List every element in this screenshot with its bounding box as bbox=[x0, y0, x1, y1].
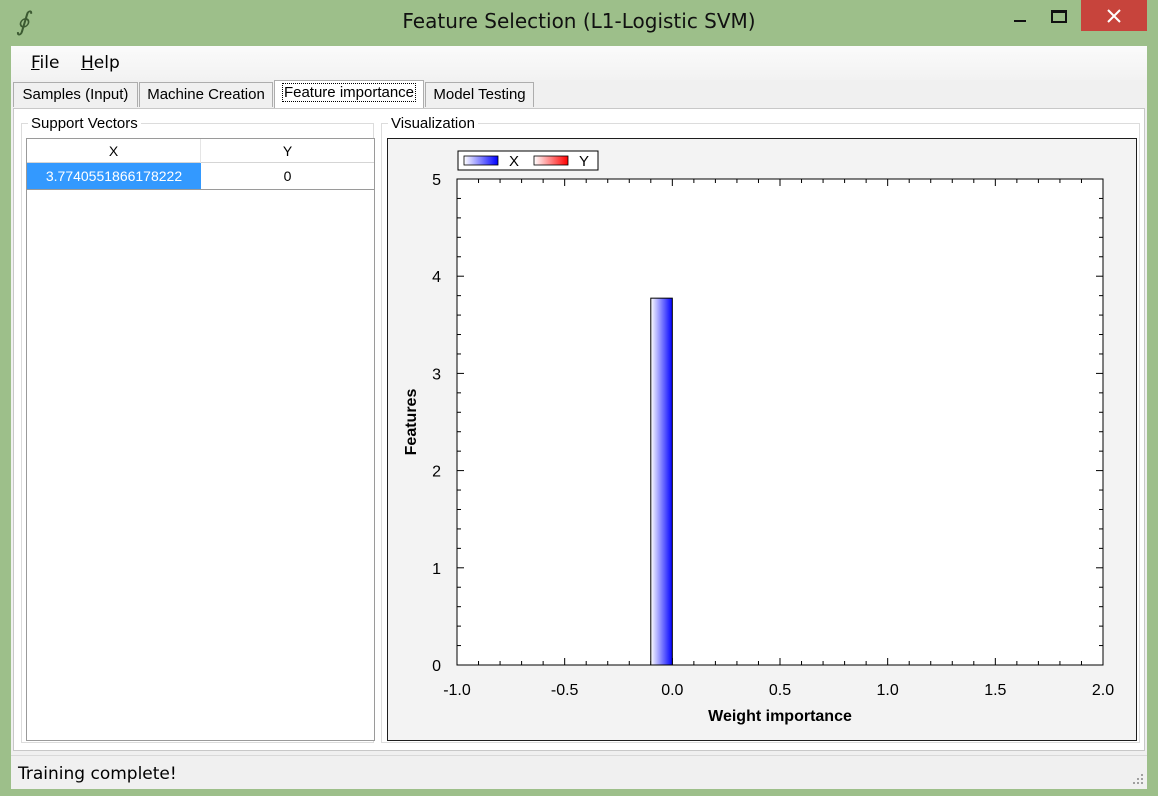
title-bar[interactable]: ∮ Feature Selection (L1-Logistic SVM) bbox=[0, 0, 1158, 46]
y-tick-label: 5 bbox=[432, 172, 441, 189]
x-tick-label: 0.0 bbox=[661, 682, 683, 699]
menu-help-accel: H bbox=[81, 53, 94, 73]
minimize-icon bbox=[1014, 20, 1026, 22]
maximize-icon bbox=[1051, 10, 1067, 23]
y-tick-label: 4 bbox=[432, 269, 441, 286]
visualization-group: Visualization bbox=[381, 115, 1140, 743]
cell-x[interactable]: 3.7740551866178222 bbox=[27, 163, 201, 189]
menu-file[interactable]: File bbox=[31, 53, 59, 73]
tab-label: Model Testing bbox=[433, 86, 526, 103]
menu-help-label: elp bbox=[93, 53, 120, 73]
status-text: Training complete! bbox=[18, 764, 177, 784]
column-header-y[interactable]: Y bbox=[282, 143, 293, 159]
support-vectors-legend: Support Vectors bbox=[28, 115, 141, 132]
window-title: Feature Selection (L1-Logistic SVM) bbox=[402, 9, 756, 33]
legend-label-x: X bbox=[509, 153, 519, 170]
y-tick-label: 2 bbox=[432, 464, 441, 481]
chart-panel[interactable]: -1.0 -0.5 0.0 0.5 1.0 1.5 2.0 0 1 2 3 4 5 Weight im… bbox=[387, 138, 1137, 741]
tab-strip: Samples (Input) Machine Creation Feature… bbox=[11, 80, 1147, 108]
tab-page-feature-importance: Support Vectors X Y 3.7740551866178222 0… bbox=[13, 108, 1145, 751]
tab-feature-importance[interactable]: Feature importance bbox=[274, 80, 424, 108]
y-axis-label: Features bbox=[403, 389, 420, 456]
app-icon: ∮ bbox=[16, 7, 30, 37]
client-area: File Help Samples (Input) Machine Creati… bbox=[11, 46, 1147, 789]
status-bar: Training complete! bbox=[11, 755, 1147, 789]
feature-importance-chart: -1.0 -0.5 0.0 0.5 1.0 1.5 2.0 0 1 2 3 4 5 Weight im… bbox=[403, 150, 1114, 725]
tab-machine-creation[interactable]: Machine Creation bbox=[139, 82, 273, 107]
tab-label: Machine Creation bbox=[147, 86, 265, 103]
plot-area bbox=[456, 178, 1104, 666]
x-tick-label: -0.5 bbox=[551, 682, 579, 699]
visualization-legend: Visualization bbox=[388, 115, 478, 132]
support-vectors-group: Support Vectors X Y 3.7740551866178222 0 bbox=[21, 115, 375, 743]
support-vectors-grid[interactable]: X Y 3.7740551866178222 0 bbox=[26, 138, 375, 741]
table-row[interactable]: 3.7740551866178222 0 bbox=[27, 163, 374, 190]
x-tick-label: 1.5 bbox=[984, 682, 1006, 699]
grid-header: X Y bbox=[27, 139, 374, 163]
y-tick-label: 1 bbox=[432, 561, 441, 578]
x-tick-labels: -1.0 -0.5 0.0 0.5 1.0 1.5 2.0 bbox=[443, 682, 1114, 699]
y-tick-label: 3 bbox=[432, 366, 441, 383]
cell-y[interactable]: 0 bbox=[283, 168, 292, 184]
minimize-button[interactable] bbox=[1002, 0, 1038, 32]
y-tick-labels: 0 1 2 3 4 5 bbox=[432, 172, 441, 675]
close-icon bbox=[1107, 9, 1121, 23]
tab-model-testing[interactable]: Model Testing bbox=[425, 82, 534, 107]
x-tick-label: 2.0 bbox=[1092, 682, 1114, 699]
legend-label-y: Y bbox=[579, 153, 589, 170]
x-tick-label: 0.5 bbox=[769, 682, 791, 699]
resize-grip-icon[interactable] bbox=[1132, 773, 1144, 785]
tab-label: Samples (Input) bbox=[22, 86, 129, 103]
legend-swatch-x bbox=[463, 155, 499, 166]
ticks-layer bbox=[456, 178, 1104, 666]
menu-help[interactable]: Help bbox=[81, 53, 120, 73]
y-tick-label: 0 bbox=[432, 658, 441, 675]
close-button[interactable] bbox=[1081, 0, 1147, 31]
tab-samples-input[interactable]: Samples (Input) bbox=[13, 82, 138, 107]
menu-bar: File Help bbox=[11, 46, 1147, 80]
x-tick-label: -1.0 bbox=[443, 682, 471, 699]
chart-legend[interactable]: X Y bbox=[457, 150, 599, 171]
menu-file-accel: F bbox=[31, 53, 40, 73]
bars-layer bbox=[650, 297, 673, 666]
bar-x bbox=[650, 297, 673, 666]
maximize-button[interactable] bbox=[1040, 0, 1078, 32]
x-axis-label: Weight importance bbox=[708, 708, 852, 725]
legend-swatch-y bbox=[533, 155, 569, 166]
column-header-x[interactable]: X bbox=[27, 139, 201, 163]
menu-file-label: ile bbox=[39, 53, 60, 73]
x-tick-label: 1.0 bbox=[877, 682, 899, 699]
tab-label: Feature importance bbox=[281, 83, 417, 102]
